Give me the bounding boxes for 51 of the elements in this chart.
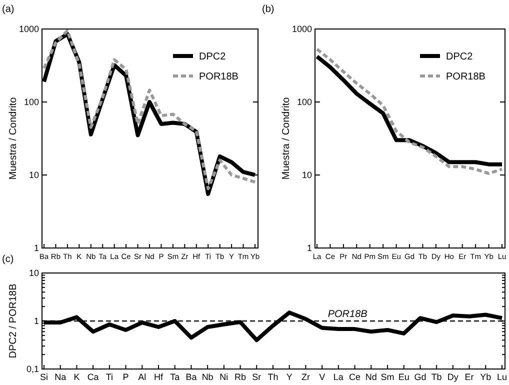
x-tick-label: Lu [496,372,508,382]
x-tick-label: Hf [154,372,164,382]
x-tick-label: K [74,372,80,382]
legend-label: DPC2 [199,52,226,62]
y-axis-title: Muestra / Condrito [8,96,19,180]
y-tick-label: 100 [24,97,39,108]
y-tick-label: 0,1 [26,364,39,374]
x-tick-label: Si [40,372,48,382]
legend-label: POR18B [199,72,239,82]
y-axis-title: Muestra / Condrito [281,96,292,180]
x-tick-label: Tb [431,372,442,382]
y-tick-label: 1 [306,243,312,254]
x-tick-label: Dy [447,372,459,382]
y-tick-label: 1 [34,316,39,326]
chart-title: (c) [2,254,14,265]
chart-title: (b) [262,4,274,15]
x-tick-label: P [122,372,129,382]
x-tick-label: Zr [301,372,310,382]
y-tick-label: 1000 [292,24,312,34]
x-tick-label: Nb [202,372,214,382]
x-tick-label: Sm [380,372,394,382]
y-tick-label: 1000 [18,24,39,34]
x-tick-label: Nd [365,372,377,382]
x-tick-label: Th [268,372,278,382]
x-tick-label: Sr [252,372,262,382]
y-tick-label: 10 [28,268,39,278]
x-tick-label: Ce [349,372,361,382]
y-tick-label: 1 [34,243,39,254]
ref-line-label: POR18B [328,309,368,320]
x-tick-label: V [319,372,326,382]
x-tick-label: Ca [87,372,99,382]
x-tick-label: La [333,372,344,382]
x-tick-label: Y [286,372,292,382]
legend-label: POR18B [446,72,486,82]
y-tick-label: 10 [302,170,312,180]
y-axis-title: DPC2 / POR18B [8,283,19,358]
x-tick-label: Yb [480,372,492,382]
x-tick-label: Eu [398,372,410,382]
x-tick-label: Gd [414,372,426,382]
chart-title: (a) [2,4,14,15]
legend-label: DPC2 [446,52,474,62]
x-tick-label: Er [464,372,474,382]
x-tick-label: Al [138,372,146,382]
x-tick-label: Ti [106,372,114,382]
x-tick-label: Ta [170,372,180,382]
x-tick-label: Na [54,372,66,382]
x-tick-label: Ba [186,372,197,382]
y-tick-label: 10 [28,170,39,180]
x-tick-label: Ni [220,372,228,382]
x-tick-label: Rb [234,372,246,382]
y-tick-label: 100 [296,97,312,108]
